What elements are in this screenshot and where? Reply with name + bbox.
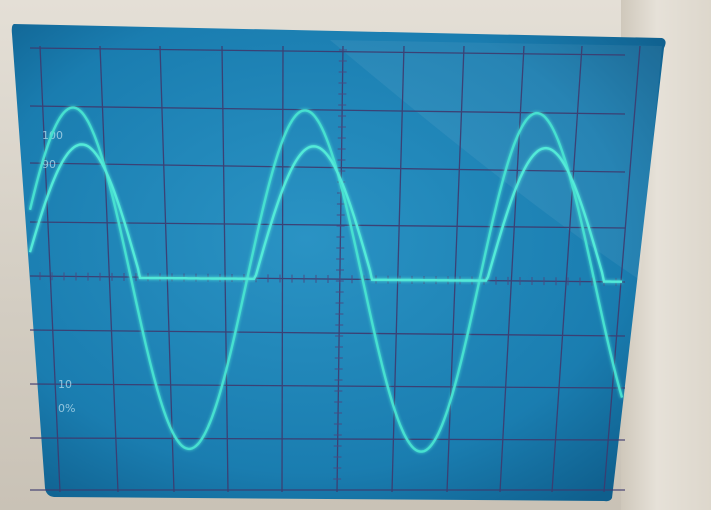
graticule-vertical-line: [336, 45, 344, 493]
graticule-horizontal-line: [29, 162, 626, 173]
scale-label-0-percent: 0%: [58, 402, 75, 415]
graticule-horizontal-line: [29, 105, 626, 115]
graticule-vertical-line: [391, 45, 405, 493]
scale-label-90: 90: [42, 158, 56, 171]
graticule-vertical-line: [39, 45, 61, 493]
scale-label-10: 10: [58, 378, 72, 391]
graticule-vertical-line: [603, 45, 641, 493]
graticule-horizontal-line: [29, 437, 626, 441]
graticule-horizontal-line: [29, 47, 626, 56]
graticule-vertical-line: [221, 45, 229, 493]
graticule-horizontal-line: [29, 383, 626, 389]
trace-half-wave-rectified: [28, 143, 622, 283]
graticule-vertical-line: [99, 45, 119, 493]
graticule-horizontal-line: [29, 329, 626, 337]
trace-full-sine: [28, 106, 624, 453]
graticule-vertical-line: [281, 45, 284, 493]
graticule-vertical-line: [499, 45, 525, 493]
graticule: [29, 45, 641, 493]
graticule-horizontal-line: [29, 221, 626, 229]
graticule-vertical-line: [159, 45, 175, 493]
graticule-vertical-line: [446, 45, 465, 493]
crt-glass: [11, 24, 666, 502]
graticule-vertical-line: [551, 45, 583, 493]
